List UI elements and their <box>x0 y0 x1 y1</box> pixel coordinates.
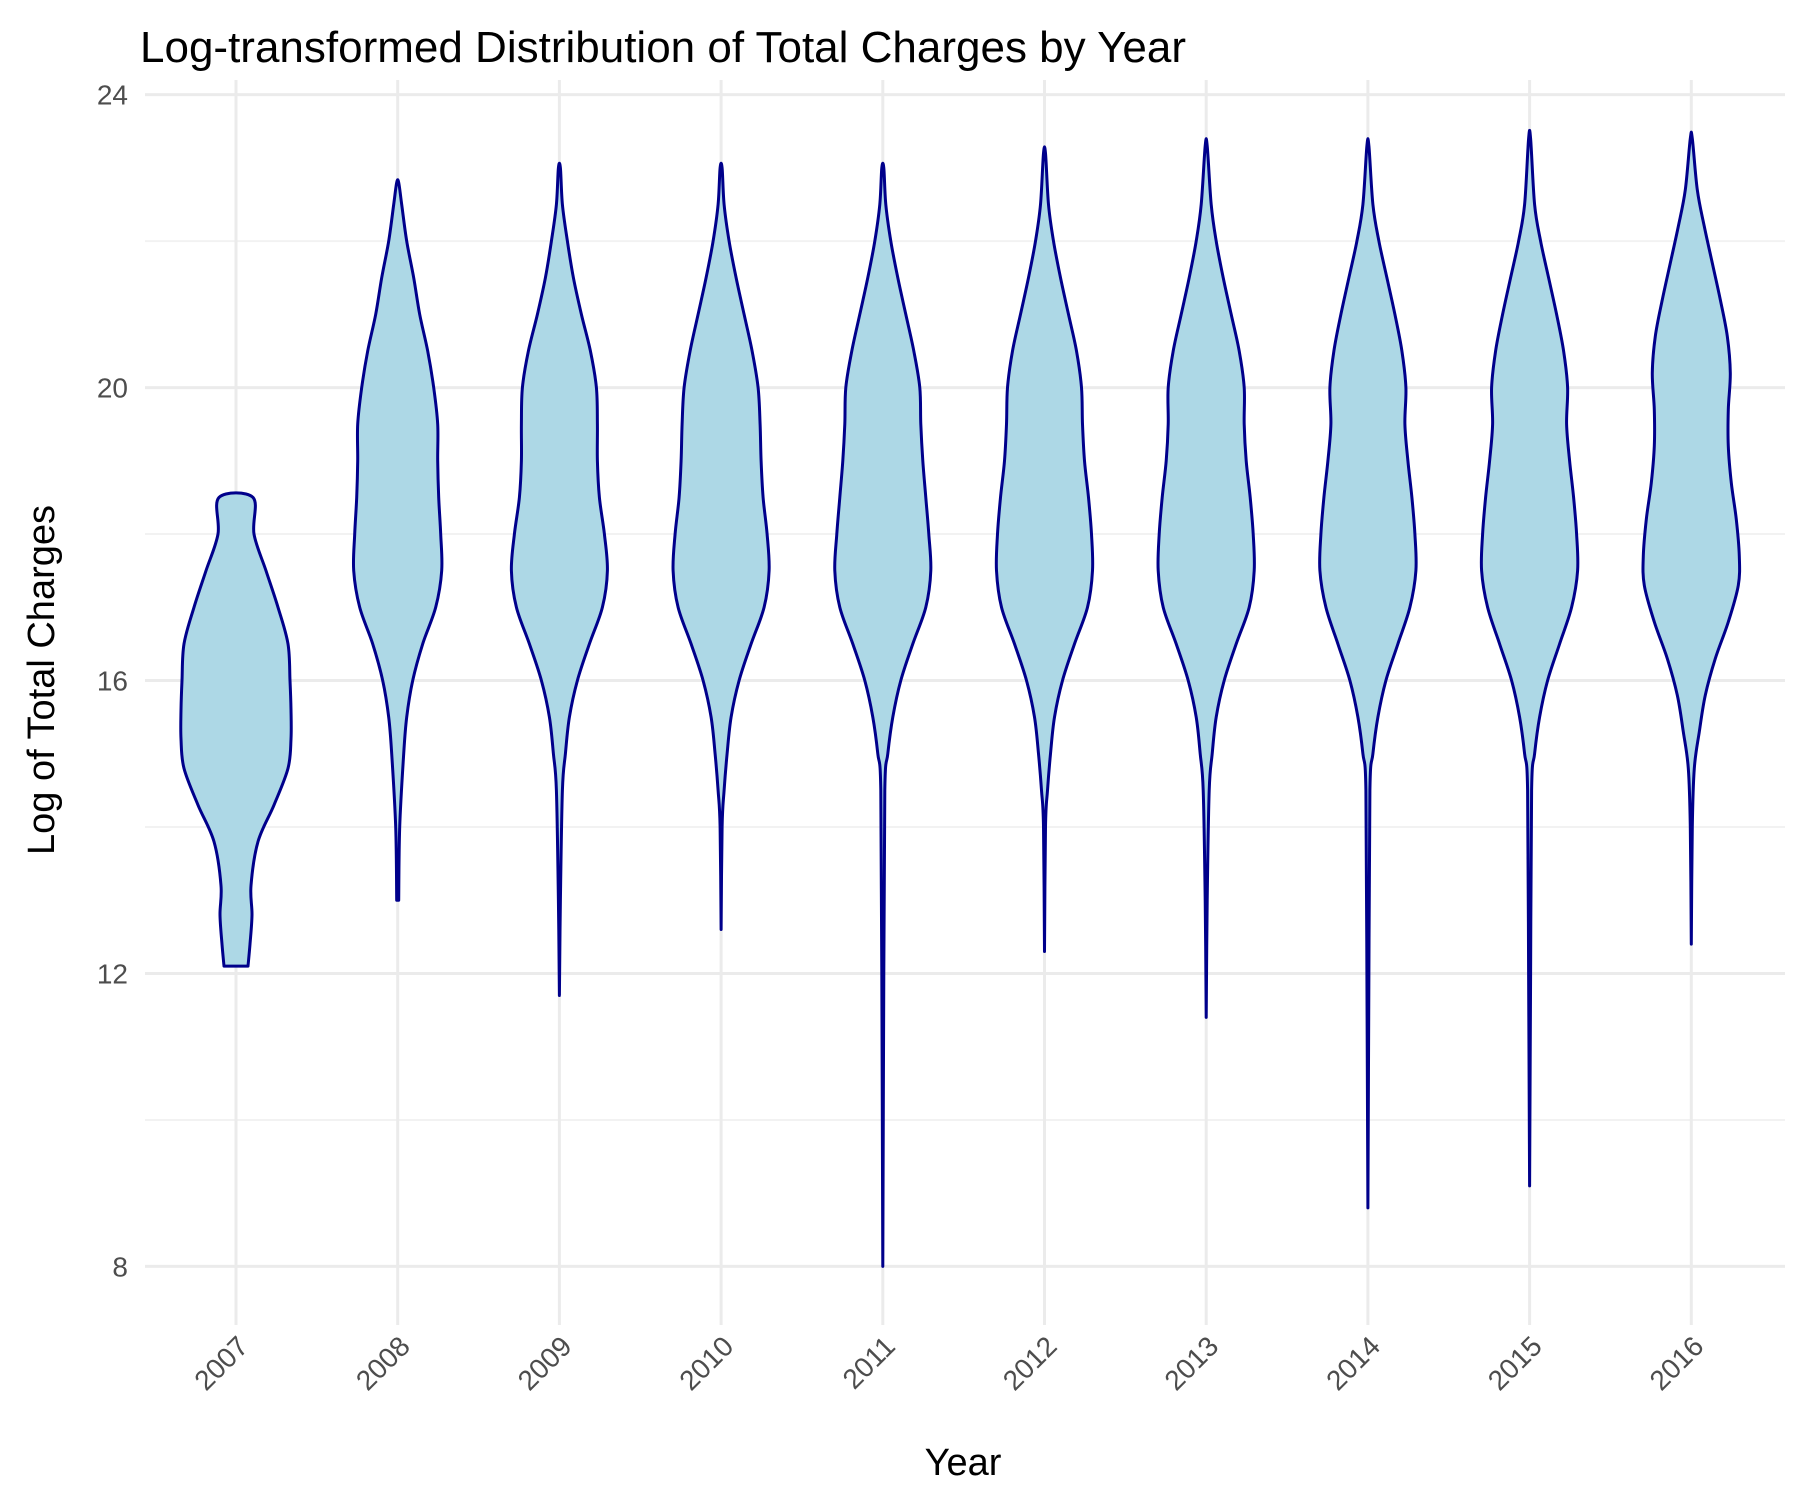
violin-2015 <box>1479 128 1580 1188</box>
x-tick-label: 2007 <box>188 1330 254 1396</box>
x-tick-label: 2015 <box>1482 1330 1548 1396</box>
violin-2008 <box>351 178 444 902</box>
chart-title: Log-transformed Distribution of Total Ch… <box>140 23 1186 72</box>
x-axis-ticks: 2007 2008 2009 2010 2011 2012 2013 2014 2015 2016 <box>188 1330 1709 1396</box>
violin-2012 <box>994 145 1095 953</box>
violin-2014 <box>1318 137 1418 1210</box>
x-tick-label: 2010 <box>673 1330 739 1396</box>
violin-2007 <box>179 491 293 968</box>
x-tick-label: 2013 <box>1158 1330 1224 1396</box>
x-tick-label: 2014 <box>1320 1330 1386 1396</box>
y-tick-label: 16 <box>97 666 128 697</box>
x-tick-label: 2011 <box>837 1330 902 1395</box>
y-tick-label: 24 <box>97 80 128 111</box>
y-tick-label: 20 <box>97 373 128 404</box>
violin-2016 <box>1641 130 1742 946</box>
violin-2013 <box>1156 137 1256 1019</box>
x-tick-label: 2012 <box>997 1330 1063 1396</box>
x-tick-label: 2016 <box>1644 1330 1710 1396</box>
y-axis-ticks: 8 12 16 20 24 <box>97 80 128 1283</box>
x-axis-label: Year <box>925 1442 1002 1484</box>
y-axis-label: Log of Total Charges <box>21 505 63 855</box>
y-tick-label: 12 <box>97 958 128 989</box>
x-tick-label: 2008 <box>350 1330 416 1396</box>
y-tick-label: 8 <box>112 1251 128 1282</box>
violins <box>179 128 1742 1268</box>
violin-2009 <box>509 161 609 997</box>
violin-2010 <box>671 161 771 932</box>
violin-2011 <box>833 161 933 1268</box>
x-tick-label: 2009 <box>512 1330 578 1396</box>
